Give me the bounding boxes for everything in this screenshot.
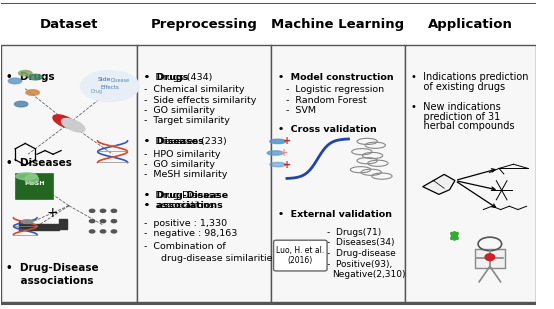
FancyBboxPatch shape xyxy=(16,174,53,199)
Ellipse shape xyxy=(270,139,286,144)
Text: Negative(2,310): Negative(2,310) xyxy=(332,270,406,279)
Text: •  Drugs (434): • Drugs (434) xyxy=(144,73,212,82)
Text: herbal compounds: herbal compounds xyxy=(411,121,515,131)
Text: Side: Side xyxy=(98,78,111,83)
Bar xyxy=(19,221,23,229)
Circle shape xyxy=(111,209,116,212)
Ellipse shape xyxy=(270,163,286,167)
Text: +: + xyxy=(47,206,58,220)
FancyBboxPatch shape xyxy=(404,4,536,45)
Text: •  associations: • associations xyxy=(144,201,223,210)
Text: Effects: Effects xyxy=(100,85,119,90)
Text: prediction of 31: prediction of 31 xyxy=(411,112,500,122)
Text: Application: Application xyxy=(428,18,512,31)
Text: -  Diseases(34): - Diseases(34) xyxy=(327,239,394,248)
Ellipse shape xyxy=(25,175,38,184)
Text: •  Drugs: • Drugs xyxy=(6,72,55,82)
Text: •  Drug-Disease
    associations: • Drug-Disease associations xyxy=(6,263,99,286)
Ellipse shape xyxy=(80,71,139,101)
FancyBboxPatch shape xyxy=(404,4,536,302)
Circle shape xyxy=(111,220,116,223)
Circle shape xyxy=(111,230,116,233)
Ellipse shape xyxy=(21,220,33,223)
Text: +: + xyxy=(280,148,288,158)
FancyBboxPatch shape xyxy=(1,4,137,302)
Ellipse shape xyxy=(267,151,283,155)
Circle shape xyxy=(100,230,106,233)
Text: •  Diseases: • Diseases xyxy=(6,158,72,168)
Text: •  Drug-Disease: • Drug-Disease xyxy=(144,191,219,200)
Ellipse shape xyxy=(485,254,495,260)
Bar xyxy=(59,218,67,229)
Ellipse shape xyxy=(19,70,32,76)
Circle shape xyxy=(89,220,95,223)
Text: -  Logistic regression: - Logistic regression xyxy=(286,86,384,95)
Circle shape xyxy=(89,209,95,212)
Text: -  SVM: - SVM xyxy=(286,106,316,115)
Text: -  Drugs(71): - Drugs(71) xyxy=(327,228,381,237)
FancyBboxPatch shape xyxy=(1,4,137,45)
FancyBboxPatch shape xyxy=(271,4,404,45)
Ellipse shape xyxy=(26,90,39,95)
Text: Machine Learning: Machine Learning xyxy=(271,18,404,31)
Text: •  Drugs: • Drugs xyxy=(144,73,188,82)
FancyBboxPatch shape xyxy=(475,249,505,268)
Text: •  External validation: • External validation xyxy=(278,210,392,219)
Text: -  GO similarity: - GO similarity xyxy=(144,106,215,115)
FancyBboxPatch shape xyxy=(137,4,271,302)
Text: •  associations: • associations xyxy=(144,201,214,210)
Text: •  Model construction: • Model construction xyxy=(278,73,393,82)
Ellipse shape xyxy=(53,115,76,128)
Text: -  positive : 1,330: - positive : 1,330 xyxy=(144,219,227,228)
Text: •  New indications: • New indications xyxy=(411,102,501,112)
Ellipse shape xyxy=(14,101,28,107)
Text: -  negative : 98,163: - negative : 98,163 xyxy=(144,230,237,239)
Text: Dataset: Dataset xyxy=(40,18,98,31)
Text: -  HPO similarity: - HPO similarity xyxy=(144,150,220,159)
FancyBboxPatch shape xyxy=(271,4,404,302)
Text: -  Target similarity: - Target similarity xyxy=(144,116,230,125)
Circle shape xyxy=(100,209,106,212)
Text: -  Positive(93),: - Positive(93), xyxy=(327,260,392,269)
Text: Luo, H. et al.
(2016): Luo, H. et al. (2016) xyxy=(276,246,325,265)
Text: •  Diseases: • Diseases xyxy=(144,137,203,146)
Bar xyxy=(19,224,59,230)
Text: drug-disease similarities: drug-disease similarities xyxy=(152,254,278,263)
Ellipse shape xyxy=(16,173,37,180)
Text: of existing drugs: of existing drugs xyxy=(411,82,505,91)
Text: •  Drug-Disease: • Drug-Disease xyxy=(144,191,228,200)
Text: -  Chemical similarity: - Chemical similarity xyxy=(144,86,244,95)
Text: -  Random Forest: - Random Forest xyxy=(286,96,366,105)
Text: -  GO similarity: - GO similarity xyxy=(144,160,215,169)
FancyBboxPatch shape xyxy=(274,240,327,271)
Circle shape xyxy=(89,230,95,233)
Text: -  Drug-disease: - Drug-disease xyxy=(327,249,396,258)
Text: +: + xyxy=(283,136,291,146)
Text: Drug: Drug xyxy=(90,89,102,94)
FancyBboxPatch shape xyxy=(2,4,535,304)
Text: +: + xyxy=(283,159,291,170)
Text: Preprocessing: Preprocessing xyxy=(151,18,258,31)
Text: -  Side effects similarity: - Side effects similarity xyxy=(144,96,256,105)
Text: -  MeSH similarity: - MeSH similarity xyxy=(144,170,227,179)
Ellipse shape xyxy=(61,119,85,132)
FancyBboxPatch shape xyxy=(137,4,271,45)
Circle shape xyxy=(100,220,106,223)
Polygon shape xyxy=(423,174,455,194)
Text: •  Diseases (233): • Diseases (233) xyxy=(144,137,227,146)
Text: •  Cross validation: • Cross validation xyxy=(278,125,376,134)
Text: •  Indications prediction: • Indications prediction xyxy=(411,72,529,82)
Text: -  Combination of: - Combination of xyxy=(144,242,225,251)
Text: MeSH: MeSH xyxy=(24,181,45,186)
Text: Disease: Disease xyxy=(111,78,130,83)
Ellipse shape xyxy=(29,74,42,80)
Ellipse shape xyxy=(8,78,22,84)
